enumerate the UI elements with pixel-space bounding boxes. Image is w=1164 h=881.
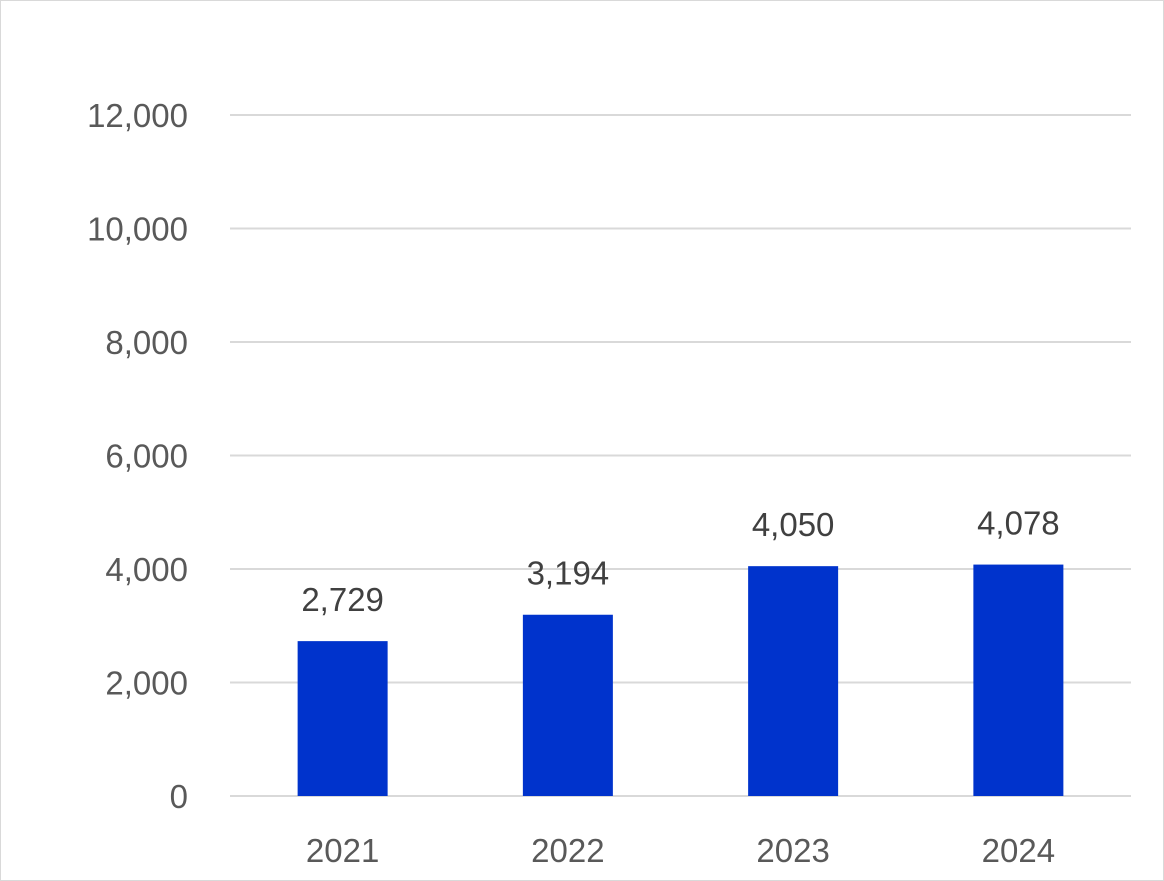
x-tick-label: 2024	[982, 832, 1055, 869]
data-label-2021: 2,729	[301, 581, 384, 618]
y-tick-label: 0	[170, 778, 188, 815]
x-tick-label: 2023	[756, 832, 829, 869]
bar-2022	[522, 614, 613, 796]
data-labels: 2,729 3,194 4,050 4,078	[301, 505, 1059, 619]
x-axis-tick-labels: 2021 2022 2023 2024	[306, 832, 1055, 869]
bar-2021	[297, 641, 388, 796]
y-tick-label: 10,000	[87, 211, 188, 248]
y-tick-label: 8,000	[105, 324, 188, 361]
data-label-2024: 4,078	[977, 505, 1060, 542]
x-tick-label: 2022	[531, 832, 604, 869]
bars	[297, 564, 1064, 796]
y-axis-tick-labels: 0 2,000 4,000 6,000 8,000 10,000 12,000	[87, 97, 188, 815]
data-label-2022: 3,194	[527, 555, 610, 592]
y-tick-label: 12,000	[87, 97, 188, 134]
y-tick-label: 6,000	[105, 438, 188, 475]
data-label-2023: 4,050	[752, 506, 835, 543]
x-tick-label: 2021	[306, 832, 379, 869]
y-tick-label: 2,000	[105, 665, 188, 702]
y-tick-label: 4,000	[105, 551, 188, 588]
bar-2023	[748, 566, 839, 796]
bar-2024	[973, 564, 1064, 796]
